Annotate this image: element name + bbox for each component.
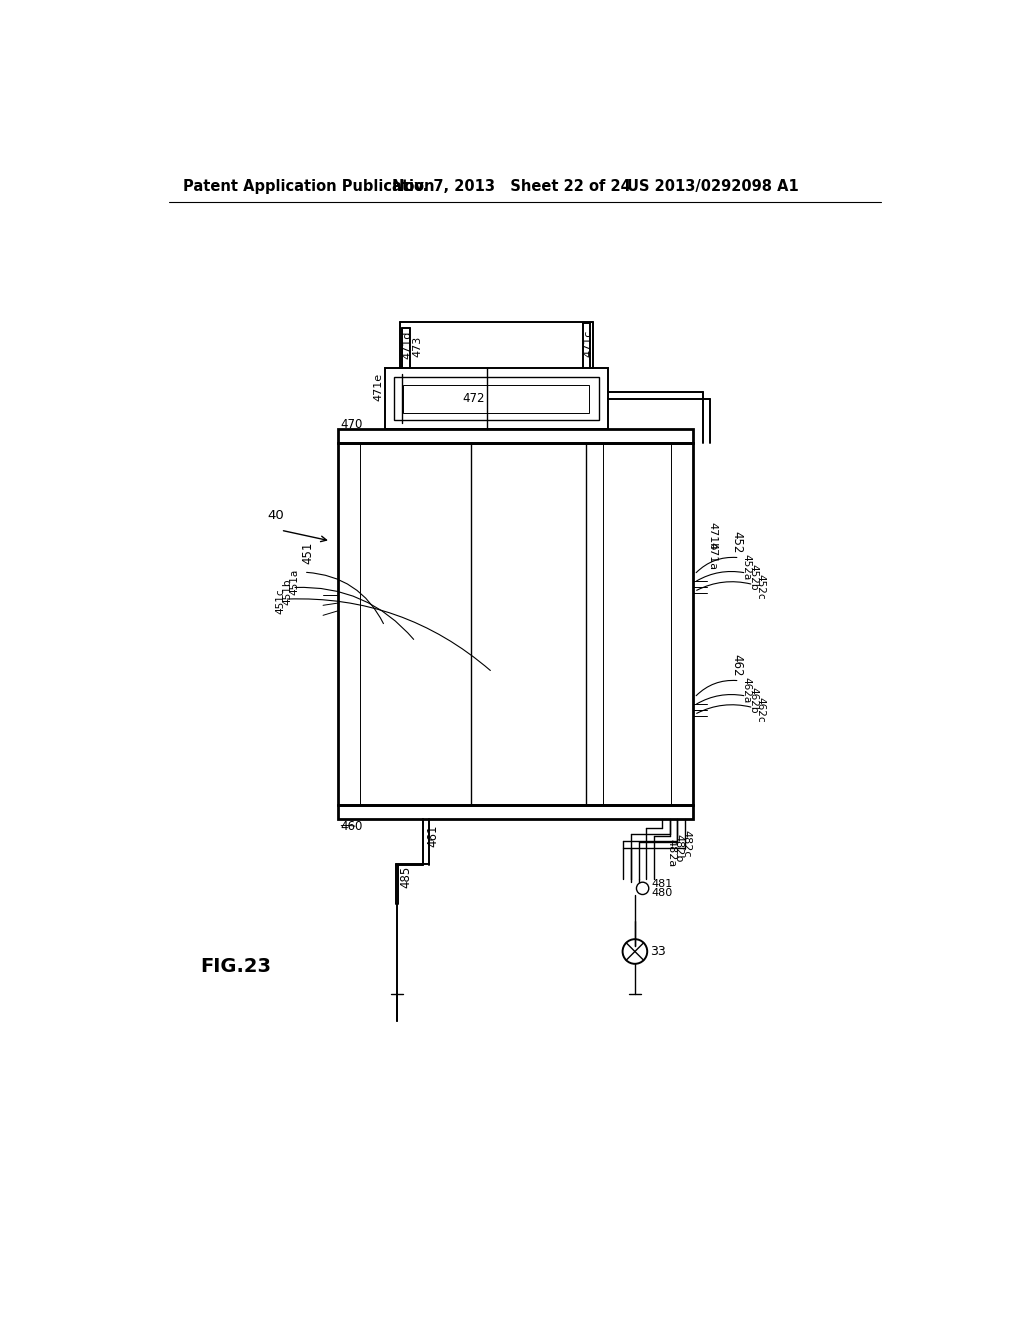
Text: 471d: 471d (402, 330, 413, 359)
Text: 482c: 482c (682, 830, 691, 858)
Bar (339, 805, 692, 818)
Text: 480: 480 (652, 888, 673, 898)
Text: 473: 473 (412, 335, 422, 356)
Text: 462b: 462b (749, 686, 759, 713)
Text: 462c: 462c (756, 697, 765, 723)
Text: 451: 451 (301, 541, 314, 564)
Text: 452c: 452c (756, 574, 765, 599)
Circle shape (637, 882, 649, 895)
Text: 40: 40 (267, 508, 285, 521)
Text: 33: 33 (650, 945, 666, 958)
Text: 472: 472 (463, 392, 485, 405)
Text: 452b: 452b (749, 564, 759, 590)
Text: 451b: 451b (283, 578, 293, 605)
Text: 482a: 482a (666, 838, 676, 867)
Text: 471a: 471a (708, 541, 718, 570)
Text: 451c: 451c (275, 589, 286, 614)
Text: 460: 460 (340, 820, 362, 833)
Text: 451a: 451a (290, 569, 300, 594)
Bar (403, 385, 590, 412)
Circle shape (623, 940, 647, 964)
Text: 462a: 462a (741, 677, 752, 704)
Text: 471b: 471b (708, 523, 718, 550)
Text: 462: 462 (731, 655, 743, 677)
Bar (339, 444, 692, 805)
Text: US 2013/0292098 A1: US 2013/0292098 A1 (628, 180, 799, 194)
Text: 471e: 471e (374, 374, 384, 401)
Text: Patent Application Publication: Patent Application Publication (183, 180, 434, 194)
Text: Nov. 7, 2013   Sheet 22 of 24: Nov. 7, 2013 Sheet 22 of 24 (392, 180, 631, 194)
Text: FIG.23: FIG.23 (200, 957, 271, 977)
Text: 452a: 452a (741, 554, 752, 579)
Text: 452: 452 (731, 531, 743, 553)
Text: 481: 481 (652, 879, 673, 888)
Bar (394, 378, 599, 420)
Bar (339, 429, 692, 444)
Text: 485: 485 (399, 866, 413, 888)
Text: 461: 461 (426, 825, 439, 847)
Bar (385, 368, 608, 429)
Text: 470: 470 (340, 418, 362, 432)
Text: 482b: 482b (674, 834, 684, 862)
Text: 471c: 471c (583, 330, 593, 356)
